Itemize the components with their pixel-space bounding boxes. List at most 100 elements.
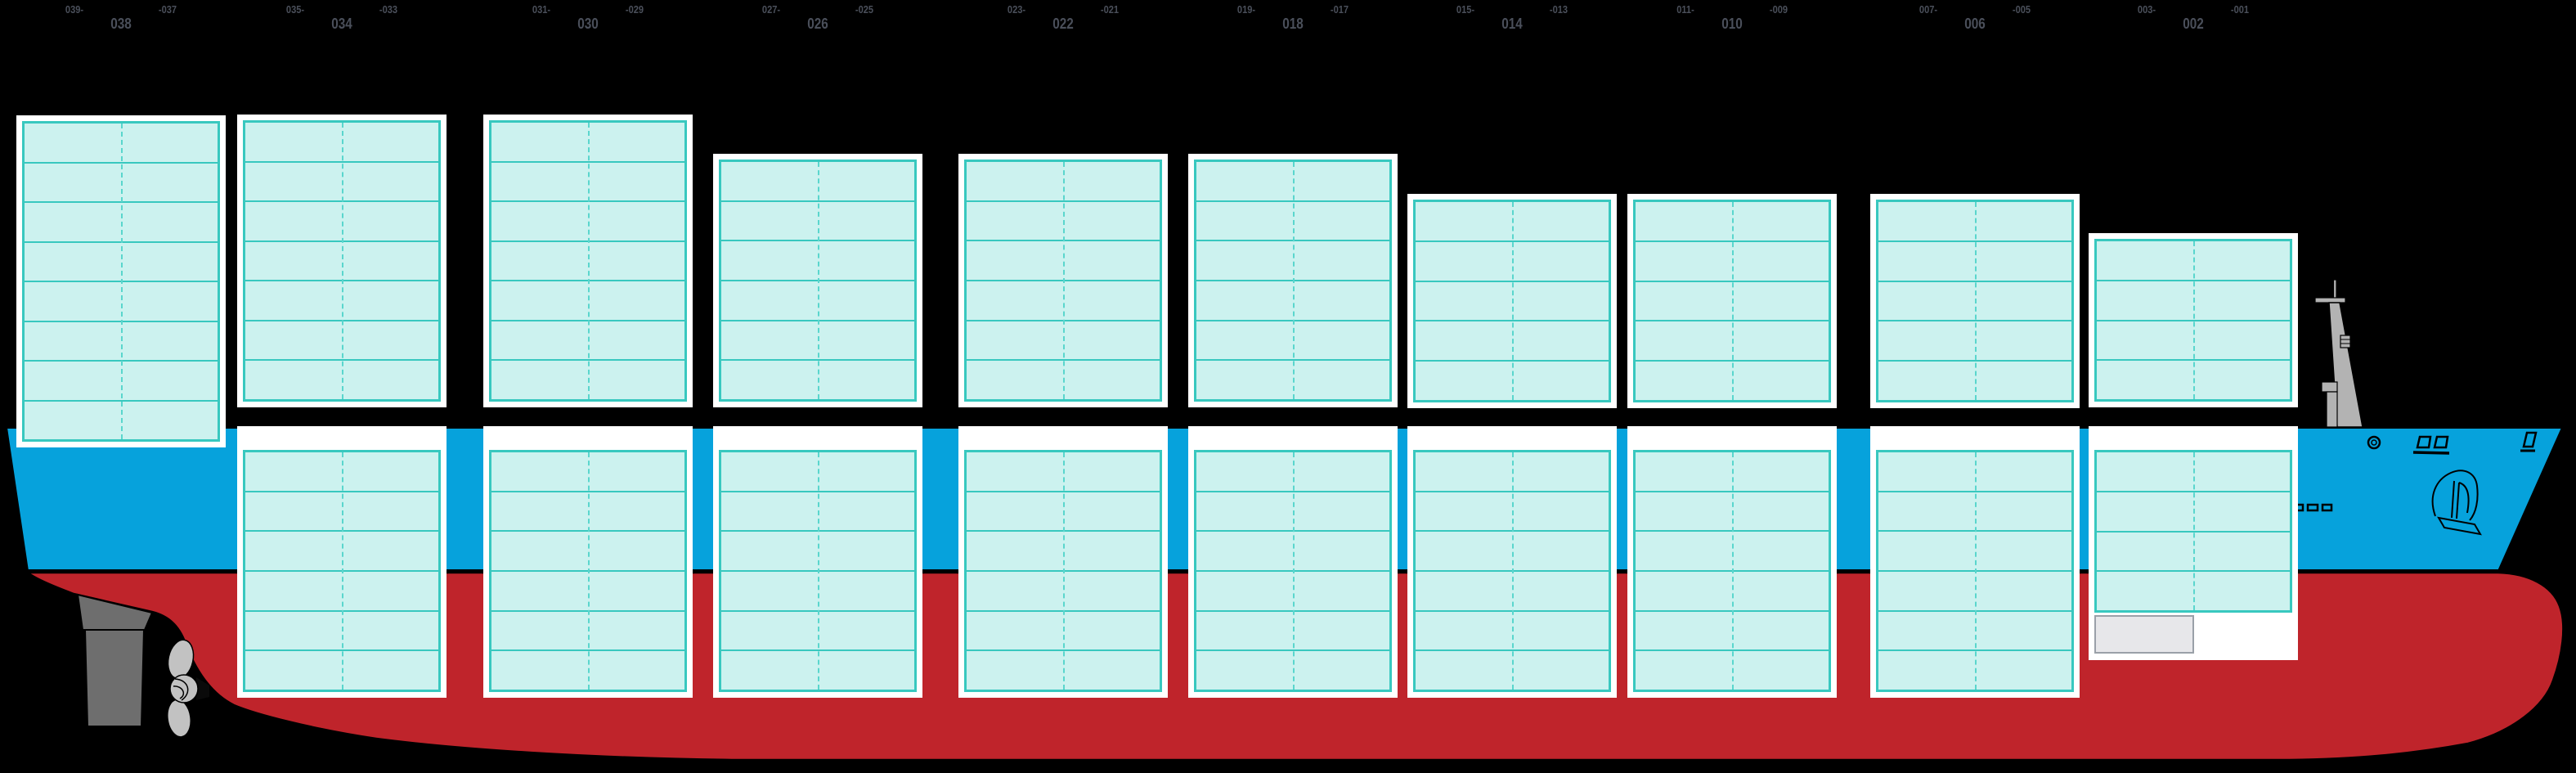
container-slot-row[interactable] [245, 160, 438, 201]
container-slot-row[interactable] [2097, 530, 2290, 571]
container-slot-row[interactable] [1416, 240, 1609, 281]
bay-034-deck-stack[interactable] [237, 115, 447, 407]
bay-010-deck-stack[interactable] [1627, 194, 1837, 408]
container-slot-row[interactable] [721, 359, 914, 400]
container-slot-row[interactable] [491, 200, 684, 240]
container-slot-row[interactable] [721, 609, 914, 650]
container-slot-row[interactable] [967, 490, 1160, 531]
container-slot-row[interactable] [245, 570, 438, 610]
container-slot-row[interactable] [1878, 530, 2071, 571]
bay-034-hold-stack[interactable] [237, 426, 447, 698]
container-slot-row[interactable] [1196, 162, 1389, 200]
container-slot-row[interactable] [25, 399, 218, 439]
bay-030-hold-stack[interactable] [483, 426, 693, 698]
container-slot-row[interactable] [491, 530, 684, 571]
container-slot-row[interactable] [1196, 649, 1389, 690]
container-slot-row[interactable] [1636, 280, 1829, 321]
container-slot-row[interactable] [1196, 452, 1389, 491]
container-slot-row[interactable] [2097, 319, 2290, 360]
container-slot-row[interactable] [1636, 240, 1829, 281]
container-slot-row[interactable] [1636, 530, 1829, 571]
container-slot-row[interactable] [967, 280, 1160, 320]
container-slot-row[interactable] [1636, 609, 1829, 650]
container-slot-row[interactable] [1416, 609, 1609, 650]
container-slot-row[interactable] [1416, 649, 1609, 690]
container-slot-row[interactable] [1878, 360, 2071, 400]
container-slot-row[interactable] [25, 124, 218, 162]
container-slot-row[interactable] [1196, 359, 1389, 400]
container-slot-row[interactable] [1196, 530, 1389, 571]
container-slot-row[interactable] [1878, 320, 2071, 361]
container-slot-row[interactable] [245, 649, 438, 690]
container-slot-row[interactable] [1878, 240, 2071, 281]
container-slot-row[interactable] [721, 200, 914, 240]
bay-038-deck-stack[interactable] [16, 115, 226, 447]
container-slot-row[interactable] [721, 570, 914, 610]
bay-018-hold-stack[interactable] [1188, 426, 1398, 698]
container-slot-row[interactable] [245, 490, 438, 531]
container-slot-row[interactable] [2097, 279, 2290, 320]
bay-030-deck-stack[interactable] [483, 115, 693, 407]
container-slot-row[interactable] [1878, 490, 2071, 531]
container-slot-row[interactable] [1636, 452, 1829, 491]
container-slot-row[interactable] [721, 280, 914, 320]
container-slot-row[interactable] [1196, 570, 1389, 610]
container-slot-row[interactable] [2097, 359, 2290, 399]
container-slot-row[interactable] [25, 161, 218, 201]
container-slot-row[interactable] [967, 570, 1160, 610]
container-slot-row[interactable] [2097, 490, 2290, 531]
container-slot-row[interactable] [245, 240, 438, 281]
container-slot-row[interactable] [25, 360, 218, 400]
container-slot-row[interactable] [1878, 609, 2071, 650]
container-slot-row[interactable] [491, 240, 684, 281]
container-slot-row[interactable] [1416, 320, 1609, 361]
container-slot-row[interactable] [491, 649, 684, 690]
container-slot-row[interactable] [1878, 649, 2071, 690]
container-slot-row[interactable] [1196, 609, 1389, 650]
container-slot-row[interactable] [491, 280, 684, 320]
container-slot-row[interactable] [1878, 280, 2071, 321]
container-slot-row[interactable] [245, 123, 438, 161]
container-slot-row[interactable] [1416, 570, 1609, 610]
container-slot-row[interactable] [967, 649, 1160, 690]
container-slot-row[interactable] [967, 530, 1160, 571]
container-slot-row[interactable] [491, 319, 684, 360]
bay-002-hold-stack[interactable] [2089, 426, 2298, 660]
container-slot-row[interactable] [721, 490, 914, 531]
container-slot-row[interactable] [245, 200, 438, 240]
container-slot-row[interactable] [245, 280, 438, 320]
bay-010-hold-stack[interactable] [1627, 426, 1837, 698]
container-slot-row[interactable] [491, 452, 684, 491]
container-slot-row[interactable] [1416, 202, 1609, 240]
container-slot-row[interactable] [1196, 240, 1389, 281]
bay-014-hold-stack[interactable] [1407, 426, 1617, 698]
bay-026-deck-stack[interactable] [713, 154, 922, 407]
container-slot-row[interactable] [25, 320, 218, 360]
container-slot-row[interactable] [967, 240, 1160, 281]
container-slot-row[interactable] [1878, 570, 2071, 610]
container-slot-row[interactable] [967, 609, 1160, 650]
container-slot-row[interactable] [2097, 570, 2290, 610]
container-slot-row[interactable] [1416, 452, 1609, 491]
container-slot-row[interactable] [1196, 200, 1389, 240]
bay-006-hold-stack[interactable] [1870, 426, 2080, 698]
container-slot-row[interactable] [967, 162, 1160, 200]
container-slot-row[interactable] [721, 162, 914, 200]
container-slot-row[interactable] [1196, 280, 1389, 320]
container-slot-row[interactable] [1878, 452, 2071, 491]
container-slot-row[interactable] [967, 359, 1160, 400]
bay-022-deck-stack[interactable] [958, 154, 1168, 407]
container-slot-row[interactable] [1878, 202, 2071, 240]
container-slot-row[interactable] [721, 452, 914, 491]
blocked-half-slot[interactable] [2094, 615, 2194, 654]
container-slot-row[interactable] [491, 123, 684, 161]
bay-002-deck-stack[interactable] [2089, 233, 2298, 407]
container-slot-row[interactable] [25, 240, 218, 281]
container-slot-row[interactable] [1196, 319, 1389, 360]
container-slot-row[interactable] [1636, 320, 1829, 361]
container-slot-row[interactable] [245, 530, 438, 571]
container-slot-row[interactable] [1416, 490, 1609, 531]
container-slot-row[interactable] [491, 160, 684, 201]
bay-018-deck-stack[interactable] [1188, 154, 1398, 407]
container-slot-row[interactable] [491, 570, 684, 610]
